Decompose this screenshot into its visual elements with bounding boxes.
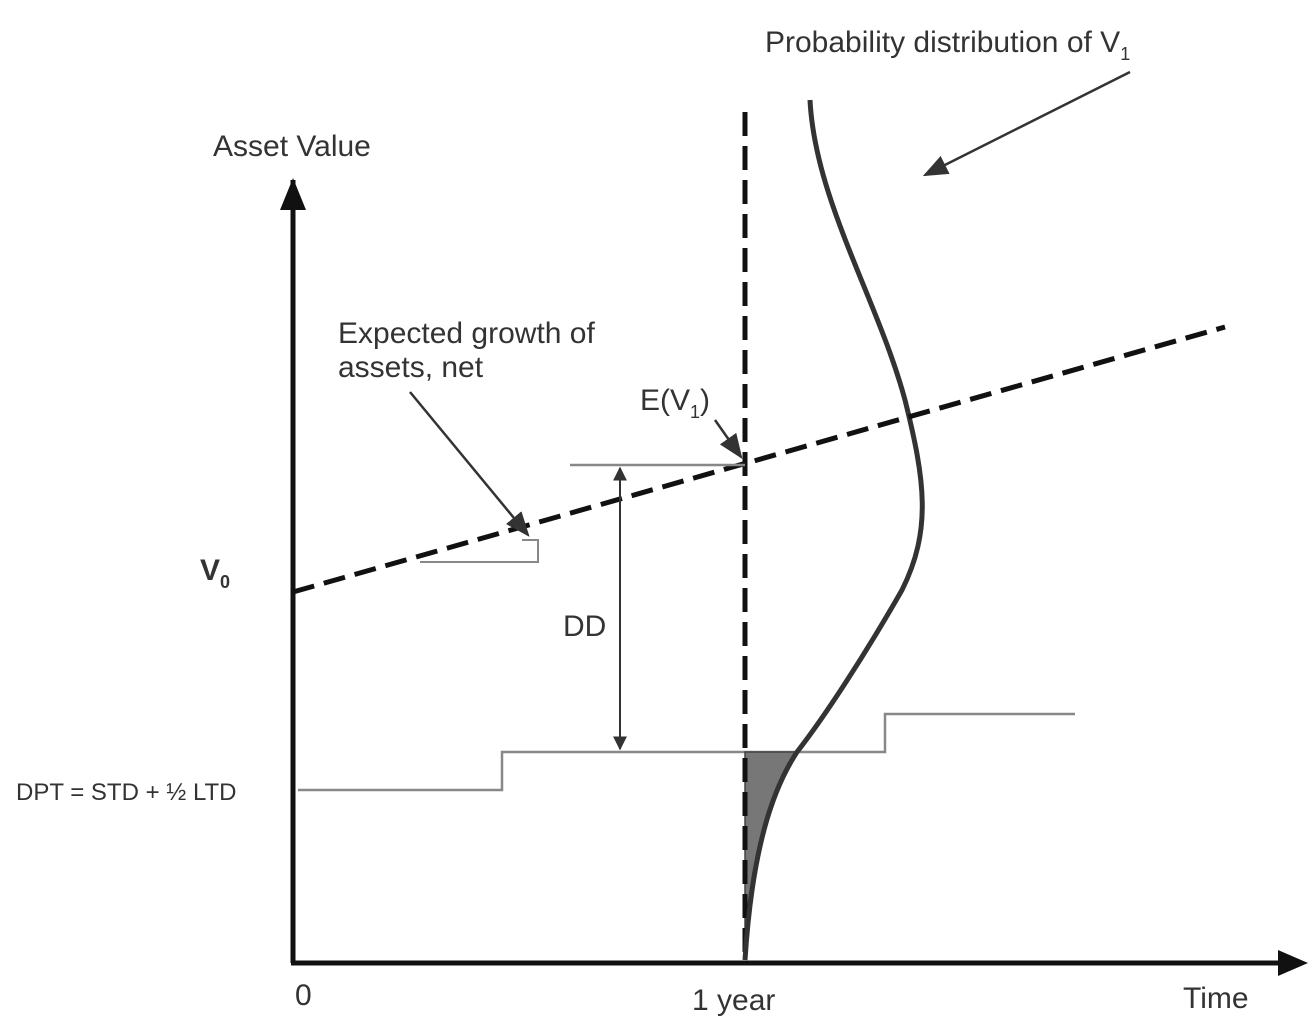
x-axis-label: Time — [1183, 982, 1249, 1015]
dpt-label: DPT = STD + ½ LTD — [16, 779, 237, 806]
expected-pointer — [713, 419, 743, 460]
y-axis-arrow — [280, 178, 306, 210]
distribution-curve — [742, 99, 925, 961]
origin-label: 0 — [295, 979, 312, 1012]
x-axis-arrow — [1278, 950, 1308, 976]
dd-label: DD — [563, 610, 606, 643]
probability-label: Probability distribution of V1 — [765, 26, 1130, 64]
start-value-label: V0 — [200, 554, 230, 592]
growth-line — [292, 324, 1226, 595]
one-year-label: 1 year — [692, 984, 775, 1017]
y-axis-label: Asset Value — [213, 130, 371, 163]
slope-step — [420, 539, 539, 563]
probability-pointer — [922, 70, 1131, 177]
default-area — [744, 751, 799, 936]
growth-label-1: Expected growth of — [338, 317, 595, 350]
expected-label: E(V1) — [640, 384, 710, 422]
growth-pointer — [409, 391, 530, 537]
default-point-line — [298, 712, 1075, 792]
growth-label-2: assets, net — [338, 351, 484, 384]
